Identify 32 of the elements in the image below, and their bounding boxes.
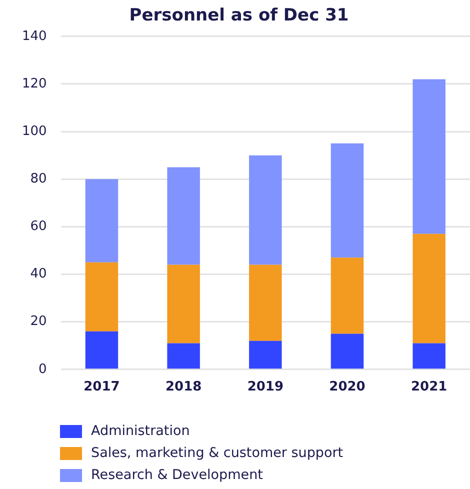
y-tick-label: 40 [30, 266, 47, 282]
bar [85, 262, 118, 332]
legend-label: Research & Development [91, 467, 263, 483]
bar [167, 343, 200, 369]
y-tick-label: 60 [30, 219, 47, 234]
bar [330, 258, 364, 334]
bar [249, 264, 282, 341]
bar [249, 155, 282, 265]
bar [330, 334, 364, 369]
y-tick-label: 140 [22, 28, 47, 44]
bar [167, 167, 200, 265]
legend-label: Administration [91, 423, 190, 439]
chart-title: Personnel as of Dec 31 [129, 6, 349, 26]
bar [412, 79, 446, 234]
y-tick-label: 0 [38, 362, 47, 377]
bar [412, 343, 446, 369]
bar [167, 264, 200, 344]
x-tick-label: 2017 [84, 380, 120, 395]
bar [330, 143, 364, 258]
x-tick-label: 2019 [247, 380, 284, 395]
bar [412, 234, 446, 344]
x-tick-label: 2020 [329, 380, 366, 395]
y-tick-label: 120 [22, 76, 47, 92]
bar [249, 340, 282, 369]
bar [85, 179, 118, 262]
y-tick-label: 100 [22, 124, 47, 139]
legend-label: Sales, marketing & customer support [91, 445, 344, 461]
bar [85, 331, 118, 369]
y-tick-label: 80 [30, 171, 47, 186]
x-tick-label: 2018 [165, 380, 202, 395]
y-tick-label: 20 [30, 314, 47, 330]
x-tick-label: 2021 [410, 380, 448, 395]
